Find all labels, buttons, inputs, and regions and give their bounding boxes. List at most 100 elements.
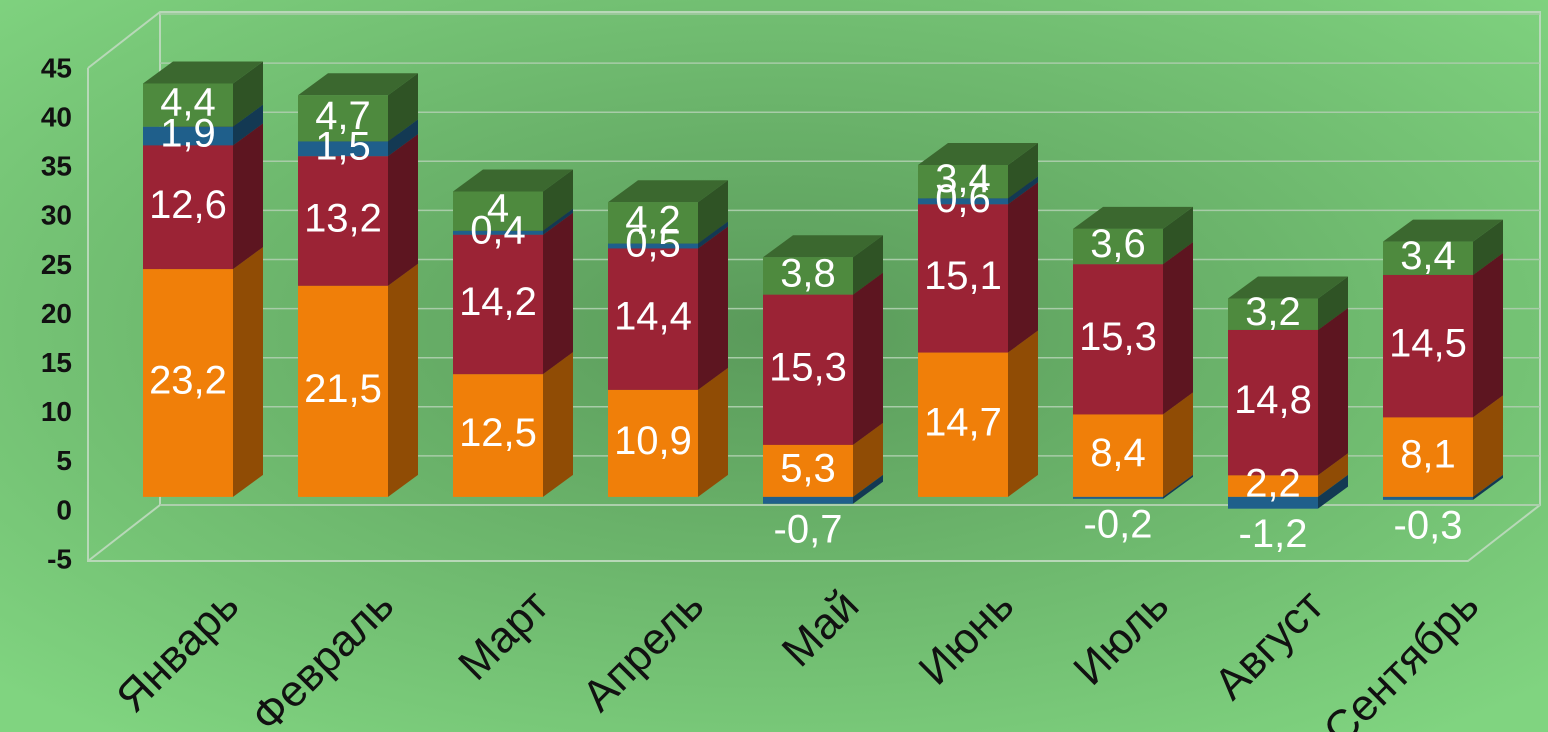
y-tick-label: 40 [41, 101, 72, 132]
value-label: 14,5 [1389, 322, 1467, 366]
bar-side [1318, 474, 1348, 509]
bar-side [698, 180, 728, 244]
value-label: 3,8 [780, 252, 836, 296]
value-label: 21,5 [304, 367, 382, 411]
bar-side [388, 263, 418, 497]
bar-side [1163, 392, 1193, 497]
bar-side [543, 208, 573, 235]
bar-top [1228, 276, 1348, 299]
value-label: 23,2 [149, 359, 227, 403]
bar-side [1318, 453, 1348, 497]
bar-side [1008, 330, 1038, 497]
bar-top [1073, 206, 1193, 229]
bar [453, 374, 543, 497]
bar-side [1008, 182, 1038, 353]
bar [1383, 496, 1473, 500]
bar-top [918, 142, 1038, 165]
value-label: 0,6 [935, 177, 991, 221]
value-label: 0,5 [625, 222, 681, 266]
bar [1228, 298, 1318, 330]
bar-side [1008, 176, 1038, 205]
bar [1228, 475, 1318, 497]
bar-side [1473, 252, 1503, 418]
value-label: -0,3 [1394, 503, 1463, 547]
y-tick-label: 35 [41, 151, 72, 182]
bar-side [853, 422, 883, 497]
bar [608, 389, 698, 497]
bar [453, 191, 543, 231]
value-label: 10,9 [614, 419, 692, 463]
bar-side [698, 221, 728, 249]
value-label: 4,4 [160, 81, 216, 125]
value-label: 14,2 [459, 280, 537, 324]
bar-top [453, 169, 573, 192]
bar [1073, 264, 1163, 415]
bar-side [543, 212, 573, 375]
value-label: 14,8 [1234, 378, 1312, 422]
bar [1383, 417, 1473, 497]
y-tick-label: 45 [41, 52, 72, 83]
bar-side [1473, 395, 1503, 497]
y-tick-label: 10 [41, 396, 72, 427]
value-label: 14,7 [924, 400, 1002, 444]
bar-side [1163, 206, 1193, 265]
value-label: -1,2 [1239, 512, 1308, 556]
value-label: 1,5 [315, 124, 371, 168]
bar-side [853, 272, 883, 445]
bar-side [1473, 219, 1503, 275]
bar [1073, 414, 1163, 497]
bar-side [388, 134, 418, 286]
bar [1228, 329, 1318, 476]
bar [1073, 496, 1163, 499]
bar [143, 83, 233, 127]
bar [1073, 228, 1163, 265]
value-label: 1,9 [160, 112, 216, 156]
bar [608, 248, 698, 390]
value-label: -0,7 [774, 507, 843, 551]
value-label: 15,3 [769, 345, 847, 389]
bar-side [1318, 307, 1348, 476]
value-label: -0,2 [1084, 502, 1153, 546]
bar-side [543, 169, 573, 231]
value-label: 4 [487, 187, 509, 231]
value-label: 15,3 [1079, 315, 1157, 359]
bar [918, 352, 1008, 497]
y-tick-label: -5 [47, 543, 72, 574]
bar [298, 95, 388, 142]
bar-side [1163, 474, 1193, 499]
value-label: 8,4 [1090, 431, 1146, 475]
bar [453, 230, 543, 235]
bar-side [233, 104, 263, 146]
bar [763, 444, 853, 497]
y-tick-label: 0 [56, 494, 72, 525]
bar-side [698, 226, 728, 390]
value-label: 4,2 [625, 198, 681, 242]
bar-side [1318, 276, 1348, 330]
bar-side [388, 119, 418, 157]
bar [608, 202, 698, 244]
value-label: 3,6 [1090, 222, 1146, 266]
bar-side [1008, 142, 1038, 199]
bar-side [233, 123, 263, 270]
bar [918, 164, 1008, 199]
bar-top [608, 180, 728, 203]
bar-side [1163, 242, 1193, 415]
bar-top [298, 73, 418, 96]
bar-top [763, 235, 883, 258]
bar [298, 156, 388, 286]
bar [1383, 241, 1473, 275]
bar [298, 141, 388, 157]
y-tick-label: 15 [41, 347, 72, 378]
bar-top [1383, 219, 1503, 242]
value-label: 13,2 [304, 197, 382, 241]
bar [918, 198, 1008, 205]
bar [298, 285, 388, 497]
value-label: 15,1 [924, 254, 1002, 298]
value-label: 4,7 [315, 94, 371, 138]
value-label: 3,4 [935, 157, 991, 201]
value-label: 5,3 [780, 446, 836, 490]
value-label: 3,2 [1245, 290, 1301, 334]
bar-side [388, 73, 418, 142]
value-label: 0,4 [470, 208, 526, 252]
